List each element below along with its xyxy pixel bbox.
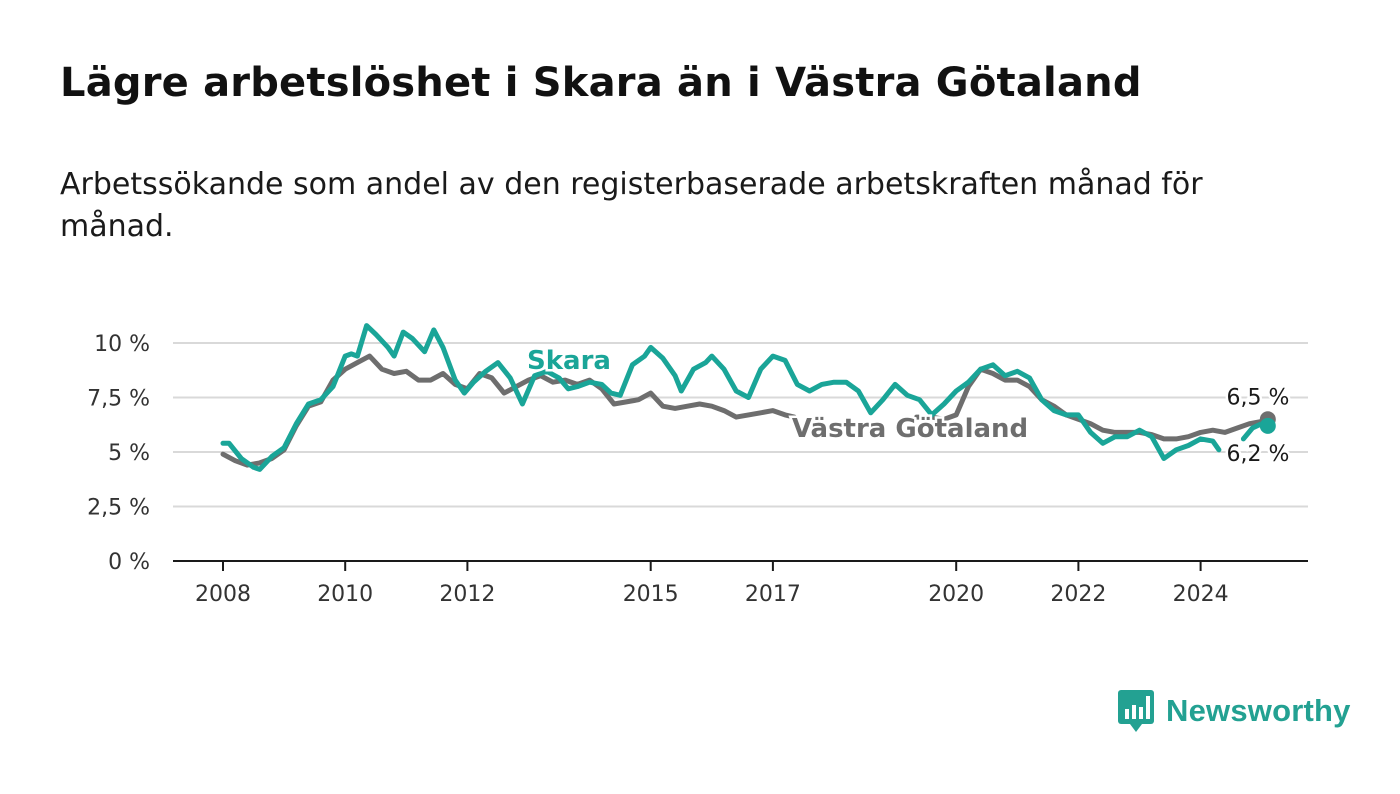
series-labels: 6,5 % 6,2 % Skara Västra Götaland	[525, 344, 1292, 470]
end-value-label: 6,5 %	[1227, 385, 1290, 410]
y-tick-label: 2,5 %	[87, 496, 150, 521]
x-tick-label: 2022	[1050, 582, 1106, 607]
brand-name: Newsworthy	[1166, 693, 1351, 728]
x-tick-label: 2015	[623, 582, 679, 607]
x-tick-label: 2010	[317, 582, 373, 607]
newsworthy-logo: Newsworthy	[1118, 686, 1351, 736]
newsworthy-icon	[1118, 690, 1154, 732]
x-tick-label: 2024	[1173, 582, 1229, 607]
x-tick-label: 2008	[195, 582, 251, 607]
end-value-label: 6,2 %	[1227, 442, 1290, 467]
chart-subtitle: Arbetssökande som andel av den registerb…	[60, 167, 1203, 244]
y-axis-labels: 0 % 2,5 % 5 % 7,5 % 10 %	[87, 332, 150, 575]
x-tick-label: 2012	[439, 582, 495, 607]
x-tick-label: 2020	[928, 582, 984, 607]
y-tick-label: 5 %	[108, 441, 150, 466]
series-lines	[220, 323, 1271, 472]
series-line-västra-götaland	[220, 353, 1271, 468]
x-tick-label: 2017	[745, 582, 801, 607]
y-tick-label: 7,5 %	[87, 387, 150, 412]
y-tick-label: 10 %	[94, 332, 150, 357]
y-tick-label: 0 %	[108, 550, 150, 575]
series-label-skara: Skara	[527, 346, 611, 376]
chart-title: Lägre arbetslöshet i Skara än i Västra G…	[60, 60, 1142, 106]
x-axis: 2008 2010 2012 2015 2017 2020 2022 2024	[173, 560, 1308, 607]
series-label-vastra-gotaland: Västra Götaland	[792, 414, 1028, 444]
end-point	[1259, 417, 1276, 434]
